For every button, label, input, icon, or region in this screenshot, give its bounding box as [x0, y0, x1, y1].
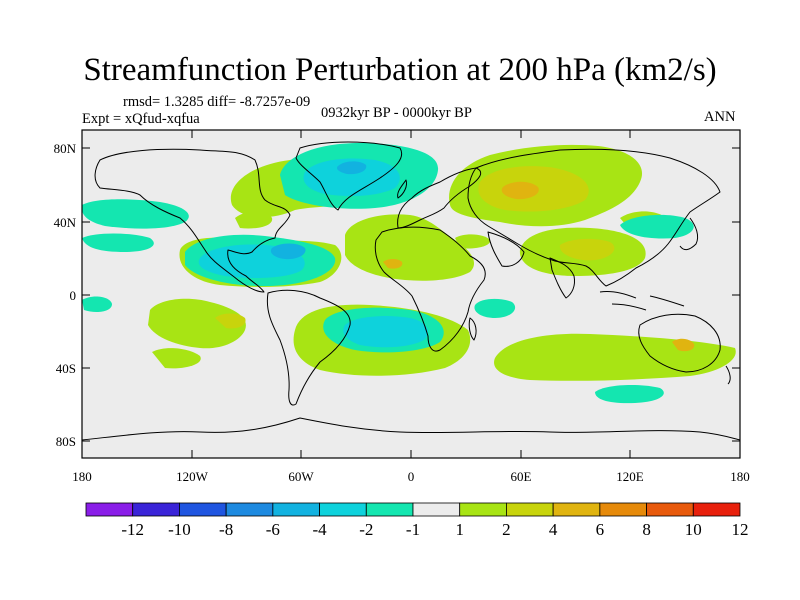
colorbar-label: -2: [359, 520, 373, 539]
coastline-arabia: [487, 231, 525, 267]
map-title: Streamfunction Perturbation at 200 hPa (…: [83, 52, 717, 88]
coastline-asia: [467, 148, 721, 287]
lat-label-40n: 40N: [54, 215, 77, 230]
colorbar-label: -6: [266, 520, 280, 539]
lon-label-180e: 180: [730, 469, 750, 484]
lon-label-120w: 120W: [176, 469, 209, 484]
longitude-ticks: [81, 130, 741, 458]
lat-label-0: 0: [70, 288, 77, 303]
longitude-labels: 180 120W 60W 0 60E 120E 180: [72, 469, 750, 484]
coastline-south-america: [266, 289, 351, 406]
coastlines: [82, 141, 740, 441]
colorbar-swatch: [646, 502, 694, 517]
colorbar-swatch: [225, 502, 274, 517]
colorbar-label: 4: [549, 520, 558, 539]
contour-yellow-west-pacific: [215, 313, 246, 329]
colorbar-swatch: [179, 502, 227, 517]
lon-label-60w: 60W: [288, 469, 314, 484]
coastline-india: [549, 257, 575, 299]
contour-green-southern-pacific: [148, 298, 246, 349]
coastline-indonesia: [599, 291, 685, 311]
contour-yellow-central-asia: [559, 238, 615, 261]
colorbar-swatch: [272, 502, 320, 517]
colorbar-label: 8: [642, 520, 651, 539]
lon-label-180w: 180: [72, 469, 92, 484]
colorbar-swatch: [599, 502, 647, 517]
contour-orange-africa-core: [383, 259, 403, 269]
colorbar-swatch: [132, 502, 180, 517]
contour-orange-siberia-core: [501, 181, 539, 200]
contour-teal-southern-ocean: [595, 384, 664, 404]
contour-blue-gulf-core: [270, 243, 306, 260]
colorbar-labels: -12 -10 -8 -6 -4 -2 -1 1 2 4 6 8 10 12: [121, 520, 748, 539]
contour-blue-greenland-core: [337, 161, 367, 175]
colorbar-label: -1: [406, 520, 420, 539]
lon-label-120e: 120E: [616, 469, 644, 484]
colorbar-label: -8: [219, 520, 233, 539]
coastline-japan: [679, 217, 699, 251]
colorbar-label: -4: [312, 520, 327, 539]
colorbar-label: -10: [168, 520, 191, 539]
colorbar-swatch: [552, 502, 601, 517]
latitude-ticks: [82, 147, 740, 442]
lon-label-60e: 60E: [511, 469, 532, 484]
coastline-greenland: [295, 141, 403, 211]
contour-fields: [82, 142, 736, 404]
coastline-europe: [397, 167, 482, 229]
colorbar-label: 6: [596, 520, 605, 539]
contour-teal-indian-ocean: [474, 298, 516, 318]
coastline-antarctica: [82, 417, 740, 441]
colorbar-label: 2: [502, 520, 511, 539]
colorbar-swatch: [459, 502, 507, 517]
contour-teal-south-pacific: [82, 296, 112, 312]
contour-green-small-1: [235, 211, 273, 229]
contour-cyan-south-atlantic-core: [343, 316, 428, 348]
contour-teal-japan: [620, 214, 694, 239]
contour-green-small-4: [455, 234, 491, 249]
coastline-australia: [638, 313, 721, 373]
colorbar-swatch: [506, 502, 554, 517]
contour-green-small-3: [152, 348, 201, 369]
coastline-madagascar: [468, 317, 477, 341]
contour-teal-north-pacific: [82, 199, 189, 229]
contour-cyan-greenland-core: [303, 158, 400, 196]
latitude-labels: 80N 40N 0 40S 80S: [54, 141, 77, 449]
colorbar-label: 10: [685, 520, 702, 539]
colorbar-label: 1: [455, 520, 464, 539]
colorbar-label: -12: [121, 520, 144, 539]
colorbar-swatch: [85, 502, 134, 517]
colorbar-swatch: [365, 502, 414, 517]
colorbar-swatch: [692, 502, 741, 517]
coastline-new-zealand: [725, 365, 731, 385]
lon-label-0: 0: [408, 469, 415, 484]
coastline-africa: [374, 226, 486, 352]
stats-line: rmsd= 1.3285 diff= -8.7257e-09: [123, 94, 311, 110]
lat-label-80s: 80S: [56, 434, 76, 449]
lat-label-40s: 40S: [56, 361, 76, 376]
experiment-label: Expt = xQfud-xqfua: [82, 111, 200, 127]
colorbar-swatch: [319, 502, 367, 517]
contour-orange-australia-core: [672, 338, 695, 352]
season-label: ANN: [704, 109, 736, 125]
coastline-uk: [397, 179, 407, 199]
contour-teal-mid-pacific: [82, 233, 154, 252]
colorbar: [85, 502, 741, 517]
period-label: 0932kyr BP - 0000kyr BP: [321, 105, 472, 121]
colorbar-swatch: [412, 502, 461, 517]
lat-label-80n: 80N: [54, 141, 77, 156]
colorbar-label: 12: [732, 520, 749, 539]
coastline-north-america: [94, 148, 291, 293]
